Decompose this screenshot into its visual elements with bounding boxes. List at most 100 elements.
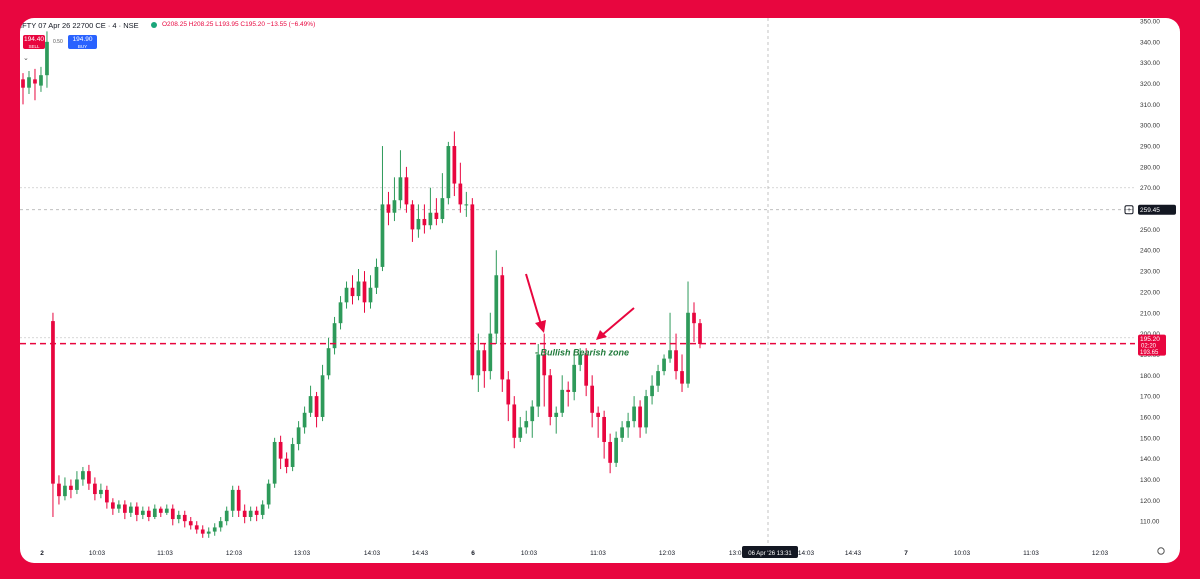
candle-body[interactable] bbox=[650, 385, 654, 397]
candle-body[interactable] bbox=[134, 506, 139, 515]
candle-body[interactable] bbox=[602, 416, 606, 442]
candle-body[interactable] bbox=[488, 333, 493, 372]
candle-body[interactable] bbox=[536, 354, 541, 407]
candle-body[interactable] bbox=[416, 218, 421, 230]
candle-body[interactable] bbox=[638, 406, 642, 428]
candle-body[interactable] bbox=[164, 508, 169, 513]
candle-body[interactable] bbox=[494, 275, 499, 334]
candle-body[interactable] bbox=[338, 302, 343, 324]
candle-body[interactable] bbox=[698, 323, 702, 345]
candle-body[interactable] bbox=[440, 198, 445, 219]
candlestick-chart[interactable]: 110.00 120.00 130.00 140.00 150.00 160.00 170.… bbox=[20, 18, 1180, 563]
candle-body[interactable] bbox=[224, 510, 229, 522]
candle-body[interactable] bbox=[296, 427, 301, 445]
candle-body[interactable] bbox=[272, 441, 277, 484]
candle-body[interactable] bbox=[548, 375, 553, 417]
candle-body[interactable] bbox=[81, 471, 85, 480]
candle-body[interactable] bbox=[680, 371, 684, 384]
plus-icon[interactable] bbox=[1124, 205, 1134, 215]
candle-body[interactable] bbox=[128, 506, 133, 513]
candle-body[interactable] bbox=[662, 358, 666, 372]
candle-body[interactable] bbox=[146, 510, 151, 517]
candle-body[interactable] bbox=[236, 489, 241, 511]
candle-body[interactable] bbox=[584, 354, 589, 386]
candle-body[interactable] bbox=[542, 354, 547, 376]
candle-body[interactable] bbox=[362, 281, 367, 303]
candle-body[interactable] bbox=[626, 421, 630, 428]
candle-body[interactable] bbox=[248, 510, 253, 517]
candle-body[interactable] bbox=[27, 77, 31, 88]
candle-body[interactable] bbox=[278, 441, 283, 459]
candle-body[interactable] bbox=[182, 514, 187, 522]
candle-body[interactable] bbox=[632, 406, 636, 422]
buy-button[interactable]: 194.90 BUY bbox=[68, 35, 97, 49]
candle-body[interactable] bbox=[260, 504, 265, 515]
candle-body[interactable] bbox=[152, 508, 157, 517]
candle-body[interactable] bbox=[452, 146, 457, 184]
candle-body[interactable] bbox=[122, 504, 127, 513]
candle-body[interactable] bbox=[470, 204, 475, 376]
candle-body[interactable] bbox=[530, 406, 535, 422]
candle-body[interactable] bbox=[206, 531, 211, 534]
candle-body[interactable] bbox=[87, 471, 91, 484]
candle-body[interactable] bbox=[410, 204, 415, 230]
candle-body[interactable] bbox=[93, 483, 97, 495]
candle-body[interactable] bbox=[512, 404, 517, 438]
candle-body[interactable] bbox=[572, 364, 577, 392]
candle-body[interactable] bbox=[620, 427, 624, 438]
candle-body[interactable] bbox=[554, 412, 559, 417]
candle-body[interactable] bbox=[194, 525, 199, 530]
candle-body[interactable] bbox=[188, 521, 193, 526]
candle-body[interactable] bbox=[344, 287, 349, 303]
candle-body[interactable] bbox=[63, 485, 67, 497]
candle-body[interactable] bbox=[386, 204, 391, 213]
candle-body[interactable] bbox=[476, 350, 481, 376]
candle-body[interactable] bbox=[99, 489, 103, 495]
candle-body[interactable] bbox=[21, 79, 25, 88]
candle-body[interactable] bbox=[524, 421, 529, 428]
candle-body[interactable] bbox=[500, 275, 505, 380]
candle-body[interactable] bbox=[39, 75, 43, 86]
candle-body[interactable] bbox=[506, 379, 511, 405]
candle-body[interactable] bbox=[69, 485, 73, 490]
symbol-title[interactable]: IFTY 07 Apr 26 22700 CE · 4 · NSE bbox=[20, 21, 139, 30]
candle-body[interactable] bbox=[51, 321, 55, 484]
candle-body[interactable] bbox=[668, 350, 672, 359]
candle-body[interactable] bbox=[212, 527, 217, 532]
candle-body[interactable] bbox=[242, 510, 247, 517]
candle-body[interactable] bbox=[644, 396, 648, 428]
candle-body[interactable] bbox=[518, 427, 523, 438]
candle-body[interactable] bbox=[446, 146, 451, 199]
candle-body[interactable] bbox=[200, 529, 205, 534]
candle-body[interactable] bbox=[422, 218, 427, 226]
candle-body[interactable] bbox=[350, 287, 355, 297]
candle-body[interactable] bbox=[674, 350, 678, 372]
candle-body[interactable] bbox=[57, 483, 61, 497]
candle-body[interactable] bbox=[482, 350, 487, 372]
candle-body[interactable] bbox=[284, 458, 289, 467]
candle-body[interactable] bbox=[290, 444, 295, 467]
candle-body[interactable] bbox=[428, 212, 433, 226]
candle-body[interactable] bbox=[590, 385, 595, 413]
sell-button[interactable]: 194.40 SELL bbox=[23, 35, 45, 49]
candle-body[interactable] bbox=[254, 510, 259, 515]
candle-body[interactable] bbox=[111, 502, 115, 509]
candle-body[interactable] bbox=[218, 521, 223, 528]
candle-body[interactable] bbox=[560, 389, 565, 413]
candle-body[interactable] bbox=[33, 79, 37, 84]
candle-body[interactable] bbox=[596, 412, 601, 417]
candle-body[interactable] bbox=[356, 281, 361, 297]
candle-body[interactable] bbox=[45, 41, 49, 76]
candle-body[interactable] bbox=[326, 348, 331, 376]
candle-body[interactable] bbox=[374, 266, 379, 288]
candle-body[interactable] bbox=[566, 389, 571, 392]
candle-body[interactable] bbox=[105, 489, 109, 503]
candle-body[interactable] bbox=[332, 323, 337, 349]
candle-body[interactable] bbox=[614, 437, 618, 463]
candle-body[interactable] bbox=[314, 396, 319, 417]
candle-body[interactable] bbox=[158, 508, 163, 513]
candle-body[interactable] bbox=[464, 204, 469, 206]
candle-body[interactable] bbox=[308, 396, 313, 413]
candle-body[interactable] bbox=[656, 371, 660, 386]
candle-body[interactable] bbox=[170, 508, 175, 520]
